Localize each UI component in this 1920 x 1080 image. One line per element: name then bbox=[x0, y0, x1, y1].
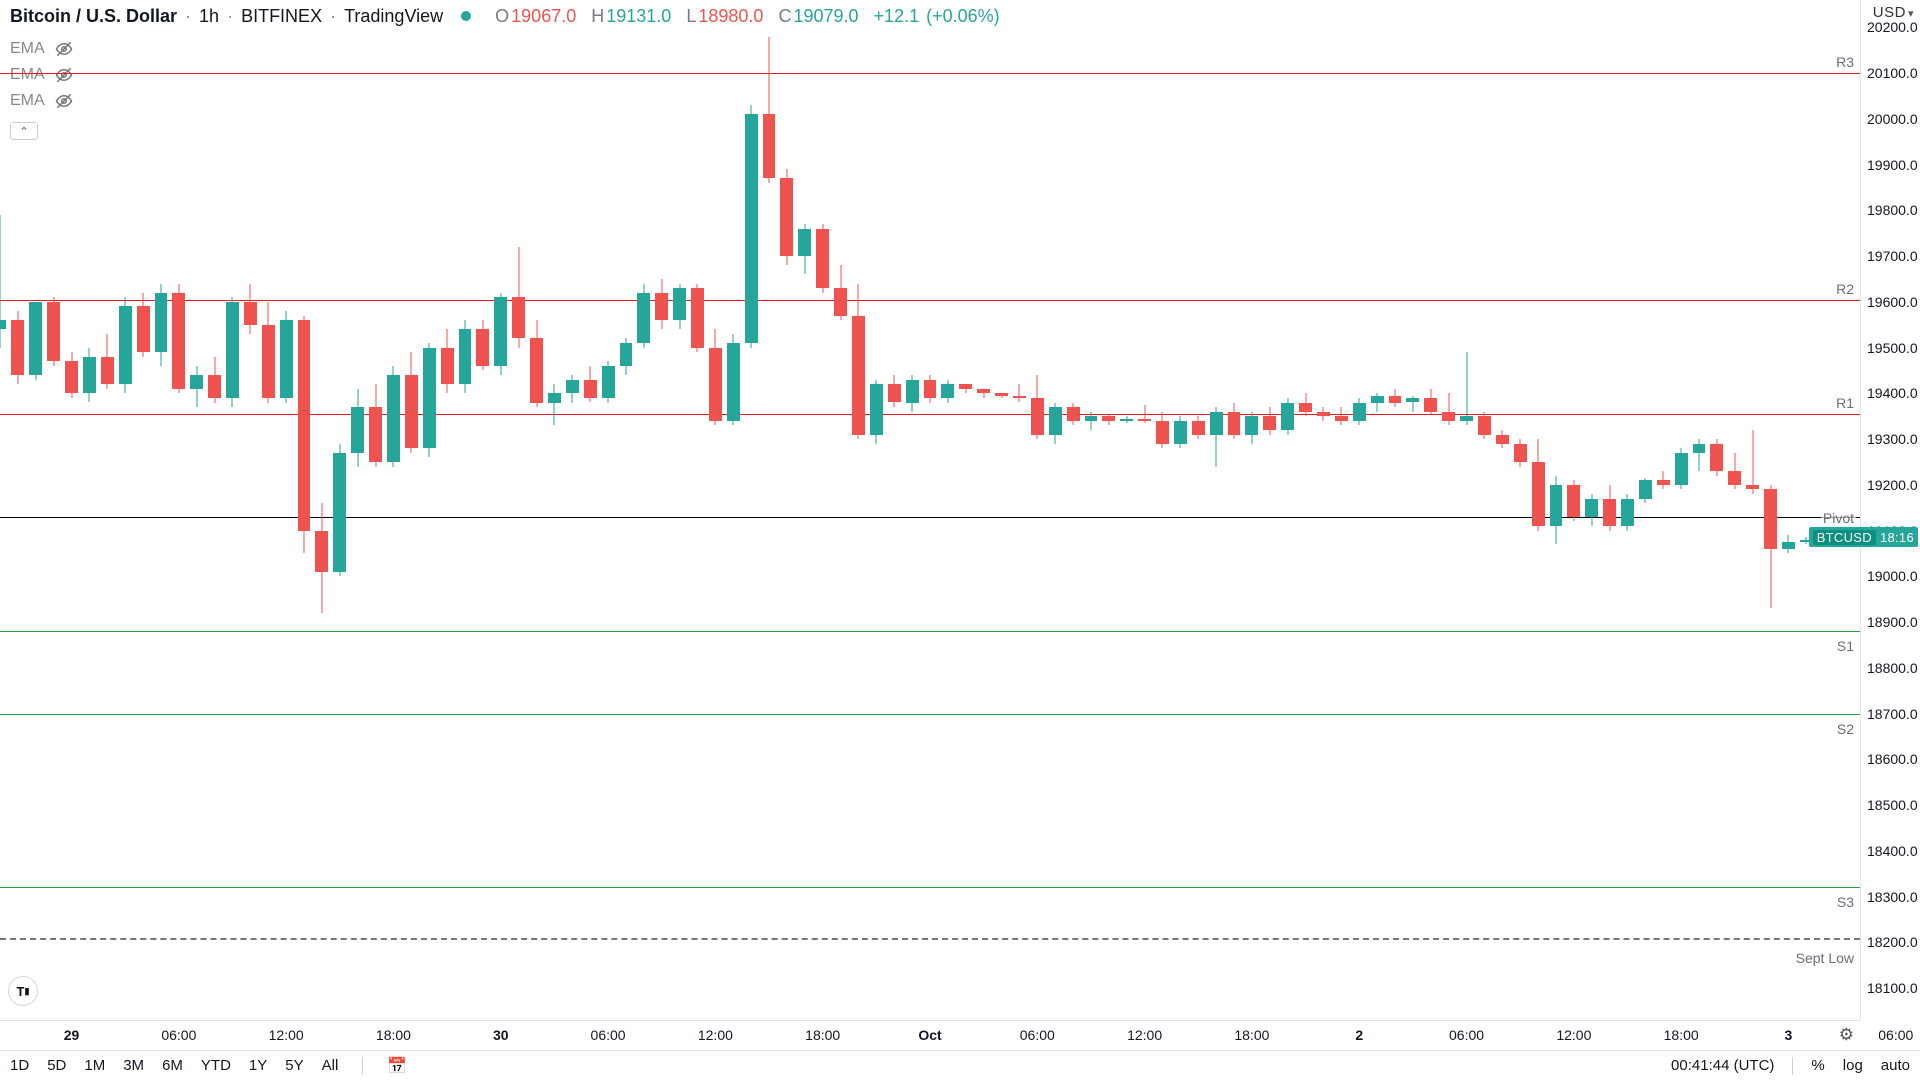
x-axis-tick: 18:00 bbox=[1664, 1027, 1699, 1043]
x-axis-tick: 12:00 bbox=[698, 1027, 733, 1043]
hline-r3[interactable]: R3 bbox=[0, 73, 1860, 74]
range-button-5d[interactable]: 5D bbox=[47, 1057, 66, 1074]
price-chart[interactable]: R3 R2 R1 Pivot S1 S2 S3 Sept Low bbox=[0, 0, 1860, 1020]
footer-auto[interactable]: auto bbox=[1881, 1057, 1910, 1074]
x-axis-tick: 06:00 bbox=[1878, 1027, 1913, 1043]
x-axis-tick: 30 bbox=[493, 1027, 509, 1043]
x-axis-tick: 18:00 bbox=[376, 1027, 411, 1043]
range-button-5y[interactable]: 5Y bbox=[285, 1057, 303, 1074]
footer-pct[interactable]: % bbox=[1811, 1057, 1824, 1074]
y-axis-tick: 18900.0 bbox=[1867, 614, 1918, 630]
x-axis-tick: 12:00 bbox=[1127, 1027, 1162, 1043]
price-tag: BTCUSD 18:16 bbox=[1809, 527, 1918, 547]
hline-r2[interactable]: R2 bbox=[0, 300, 1860, 301]
range-button-3m[interactable]: 3M bbox=[123, 1057, 144, 1074]
range-button-ytd[interactable]: YTD bbox=[201, 1057, 231, 1074]
y-axis-tick: 19300.0 bbox=[1867, 431, 1918, 447]
y-axis-tick: 19700.0 bbox=[1867, 248, 1918, 264]
y-axis-tick: 19800.0 bbox=[1867, 202, 1918, 218]
y-axis-tick: 18100.0 bbox=[1867, 980, 1918, 996]
y-axis-tick: 19500.0 bbox=[1867, 340, 1918, 356]
footer-clock[interactable]: 00:41:44 (UTC) bbox=[1671, 1057, 1774, 1074]
y-axis-tick: 18600.0 bbox=[1867, 751, 1918, 767]
hline-s3[interactable]: S3 bbox=[0, 887, 1860, 888]
y-axis-tick: 18800.0 bbox=[1867, 660, 1918, 676]
x-axis-tick: 06:00 bbox=[1449, 1027, 1484, 1043]
y-axis-tick: 19400.0 bbox=[1867, 385, 1918, 401]
x-axis-tick: 3 bbox=[1785, 1027, 1793, 1043]
y-axis-tick: 18200.0 bbox=[1867, 934, 1918, 950]
hline-septlow[interactable]: Sept Low bbox=[0, 938, 1860, 940]
axis-settings-gear-icon[interactable]: ⚙ bbox=[1839, 1025, 1854, 1045]
x-axis-tick: Oct bbox=[918, 1027, 941, 1043]
y-axis-tick: 18400.0 bbox=[1867, 843, 1918, 859]
y-axis-tick: 19000.0 bbox=[1867, 568, 1918, 584]
y-axis-tick: 19600.0 bbox=[1867, 294, 1918, 310]
hline-s2[interactable]: S2 bbox=[0, 714, 1860, 715]
calendar-icon[interactable]: 📅 bbox=[387, 1056, 407, 1076]
x-axis-tick: 12:00 bbox=[269, 1027, 304, 1043]
hline-label: S3 bbox=[1835, 894, 1856, 910]
x-axis-tick: 06:00 bbox=[1020, 1027, 1055, 1043]
x-axis-tick: 18:00 bbox=[805, 1027, 840, 1043]
x-axis-tick: 18:00 bbox=[1234, 1027, 1269, 1043]
y-axis[interactable]: 18100.0 18200.0 18300.0 18400.0 18500.0 18600… bbox=[1860, 0, 1920, 1020]
y-axis-tick: 20100.0 bbox=[1867, 65, 1918, 81]
y-axis-tick: 19200.0 bbox=[1867, 477, 1918, 493]
x-axis-tick: 12:00 bbox=[1556, 1027, 1591, 1043]
x-axis-tick: 2 bbox=[1355, 1027, 1363, 1043]
hline-label: R2 bbox=[1834, 281, 1856, 297]
x-axis-tick: 06:00 bbox=[591, 1027, 626, 1043]
hline-label: S2 bbox=[1835, 721, 1856, 737]
hline-s1[interactable]: S1 bbox=[0, 631, 1860, 632]
hline-label: R1 bbox=[1834, 395, 1856, 411]
hline-label: S1 bbox=[1835, 638, 1856, 654]
price-tag-ticker: BTCUSD bbox=[1813, 530, 1876, 545]
range-button-6m[interactable]: 6M bbox=[162, 1057, 183, 1074]
footer-log[interactable]: log bbox=[1843, 1057, 1863, 1074]
hline-pivot[interactable]: Pivot bbox=[0, 517, 1860, 518]
range-buttons: 1D 5D 1M 3M 6M YTD 1Y 5Y All 📅 bbox=[10, 1056, 407, 1076]
hline-label: Pivot bbox=[1821, 510, 1856, 526]
range-button-1y[interactable]: 1Y bbox=[249, 1057, 267, 1074]
y-axis-tick: 20200.0 bbox=[1867, 19, 1918, 35]
y-axis-tick: 18500.0 bbox=[1867, 797, 1918, 813]
bottom-toolbar: 1D 5D 1M 3M 6M YTD 1Y 5Y All 📅 00:41:44 (UTC) % l… bbox=[0, 1050, 1920, 1080]
hline-label: Sept Low bbox=[1794, 950, 1856, 966]
range-button-1d[interactable]: 1D bbox=[10, 1057, 29, 1074]
tradingview-logo-icon[interactable]: T▮ bbox=[8, 976, 38, 1006]
y-axis-tick: 19900.0 bbox=[1867, 157, 1918, 173]
y-axis-tick: 18700.0 bbox=[1867, 706, 1918, 722]
range-button-all[interactable]: All bbox=[322, 1057, 339, 1074]
y-axis-tick: 20000.0 bbox=[1867, 111, 1918, 127]
x-axis-tick: 29 bbox=[64, 1027, 80, 1043]
range-button-1m[interactable]: 1M bbox=[84, 1057, 105, 1074]
hline-r1[interactable]: R1 bbox=[0, 414, 1860, 415]
x-axis-tick: 06:00 bbox=[161, 1027, 196, 1043]
price-tag-countdown: 18:16 bbox=[1880, 530, 1914, 545]
hline-label: R3 bbox=[1834, 54, 1856, 70]
x-axis[interactable]: 29 06:00 12:00 18:00 30 06:00 12:00 18:00 Oct 06:… bbox=[0, 1020, 1860, 1050]
y-axis-tick: 18300.0 bbox=[1867, 889, 1918, 905]
